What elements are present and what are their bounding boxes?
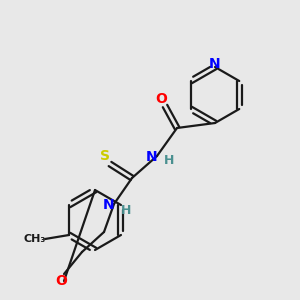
Text: O: O (155, 92, 167, 106)
Text: CH₃: CH₃ (24, 234, 46, 244)
Text: O: O (55, 274, 67, 288)
Text: N: N (146, 150, 158, 164)
Text: S: S (100, 149, 110, 163)
Text: N: N (209, 57, 221, 71)
Text: H: H (164, 154, 174, 167)
Text: H: H (121, 205, 131, 218)
Text: N: N (103, 198, 115, 212)
